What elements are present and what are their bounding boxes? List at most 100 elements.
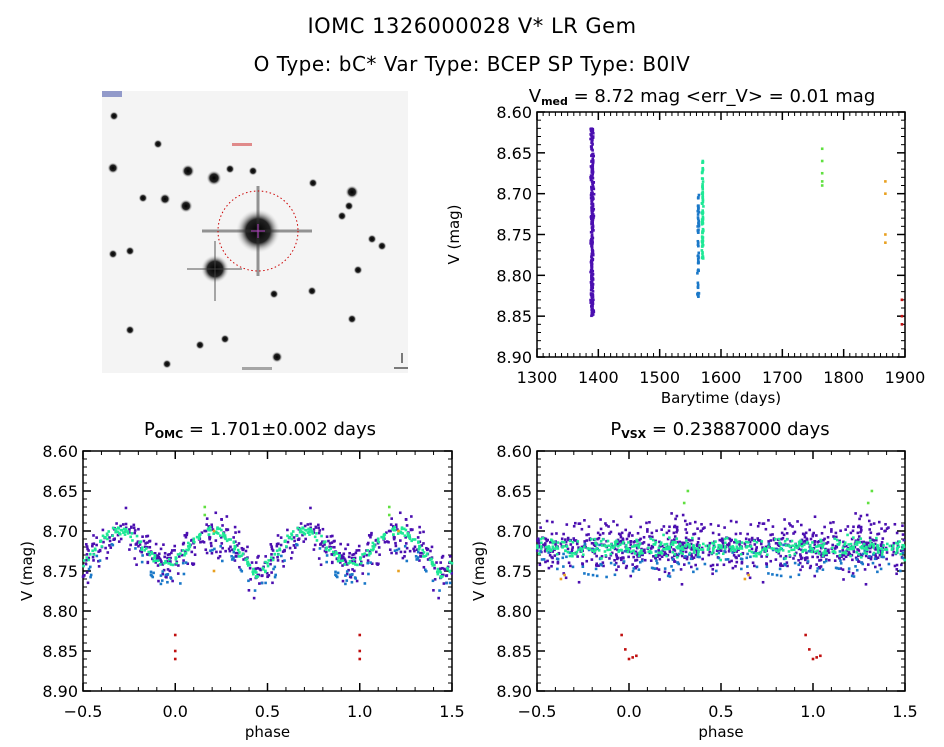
lightcurve-title-main: V <box>528 86 542 107</box>
finder-star <box>109 111 119 121</box>
lightcurve-point <box>591 129 595 132</box>
phase-vsx-point <box>818 544 821 547</box>
phase-omc-point <box>343 558 347 562</box>
phase-omc-point <box>400 527 404 531</box>
phase-vsx-point <box>719 558 722 562</box>
phase-vsx-point <box>663 543 666 546</box>
phase-vsx-point <box>691 557 694 561</box>
lightcurve-point <box>701 231 704 235</box>
lightcurve-point <box>701 194 705 198</box>
phase-omc-point <box>260 581 264 585</box>
phase-vsx-point <box>620 556 624 560</box>
phase-omc-point <box>395 525 398 529</box>
lightcurve-point <box>590 221 594 225</box>
phase-vsx-point <box>639 552 642 555</box>
phase-vsx-point <box>779 564 783 567</box>
phase-omc-point <box>185 548 188 552</box>
lightcurve-point <box>590 267 593 271</box>
phase-vsx-point <box>801 565 804 568</box>
phase-vsx-point <box>693 551 696 554</box>
phase-vsx-point <box>718 545 722 549</box>
phase-omc-point <box>264 555 267 558</box>
phase-omc-point <box>382 538 386 541</box>
phase-vsx-point <box>712 544 716 547</box>
phase-omc-point <box>270 553 273 556</box>
lightcurve-point <box>590 296 594 300</box>
lightcurve-point <box>590 202 594 205</box>
phase-vsx-point <box>548 546 551 549</box>
phase-omc-point <box>301 526 304 530</box>
phase-omc-point <box>275 549 279 553</box>
phase-vsx-point <box>764 549 767 553</box>
phase-omc-point <box>198 537 202 541</box>
lightcurve-point <box>701 215 705 219</box>
phase-omc-point <box>181 561 185 565</box>
lightcurve-point <box>592 216 595 220</box>
phase-vsx-point <box>734 539 738 542</box>
phase-vsx-point <box>902 548 905 552</box>
phase-omc-point <box>123 533 127 536</box>
phase-vsx-point <box>613 544 616 548</box>
phase-vsx-point <box>681 513 685 517</box>
phase-vsx-title: PVSX = 0.23887000 days <box>500 419 940 441</box>
phase-omc-point <box>290 537 294 541</box>
phase-vsx-point <box>881 550 884 553</box>
lightcurve-point <box>820 180 824 183</box>
phase-vsx-point <box>838 540 842 544</box>
phase-omc-point <box>107 530 111 533</box>
phase-vsx-point <box>555 545 559 549</box>
phase-vsx-point <box>823 525 826 529</box>
phase-vsx-point <box>752 539 756 543</box>
phase-vsx-point <box>685 539 688 542</box>
phase-omc-point <box>407 531 410 534</box>
phase-omc-point <box>398 530 402 534</box>
phase-vsx-point <box>668 575 672 578</box>
phase-vsx-point <box>574 552 577 556</box>
phase-omc-point <box>149 573 153 577</box>
phase-omc-point <box>442 582 446 585</box>
phase-vsx-point <box>667 558 670 562</box>
phase-vsx-point <box>566 547 570 551</box>
phase-vsx-point <box>860 528 863 532</box>
phase-omc-point <box>448 569 452 573</box>
lightcurve-point <box>701 161 705 164</box>
lightcurve-point <box>697 295 700 299</box>
lightcurve-point <box>701 185 704 188</box>
phase-vsx-point <box>715 549 719 552</box>
phase-omc-point <box>366 549 369 552</box>
phase-omc-point <box>371 541 375 545</box>
phase-vsx-point <box>730 547 734 551</box>
phase-vsx-point <box>551 541 555 545</box>
phase-vsx-point <box>839 567 843 570</box>
lightcurve-point <box>589 301 593 304</box>
phase-vsx-point <box>633 544 636 548</box>
phase-omc-point <box>256 574 260 577</box>
phase-omc-point <box>124 522 128 526</box>
phase-omc-point <box>290 551 294 554</box>
phase-vsx-point <box>857 524 861 528</box>
phase-omc-point <box>295 534 299 537</box>
phase-omc-point <box>261 574 264 577</box>
phase-vsx-point <box>786 537 789 541</box>
phase-vsx-point <box>668 536 671 539</box>
lightcurve-point <box>591 241 594 245</box>
phase-vsx-point <box>782 533 786 537</box>
phase-vsx-point <box>859 514 863 518</box>
phase-omc-point <box>163 551 167 555</box>
phase-omc-point <box>366 559 370 562</box>
phase-omc-point <box>339 555 343 559</box>
phase-vsx-point <box>716 563 719 567</box>
phase-omc-point <box>166 556 169 560</box>
phase-omc-point <box>273 552 277 556</box>
phase-omc-point <box>348 575 352 579</box>
phase-omc-point <box>304 528 307 532</box>
phase-omc-point <box>303 532 307 536</box>
lightcurve-point <box>697 193 701 197</box>
phase-vsx-point <box>601 532 605 535</box>
phase-vsx-point <box>821 554 825 558</box>
phase-omc-point <box>405 524 409 527</box>
phase-omc-point <box>224 537 227 541</box>
lightcurve-point <box>591 138 594 142</box>
phase-omc-point <box>370 562 374 566</box>
phase-omc-point <box>272 567 275 571</box>
